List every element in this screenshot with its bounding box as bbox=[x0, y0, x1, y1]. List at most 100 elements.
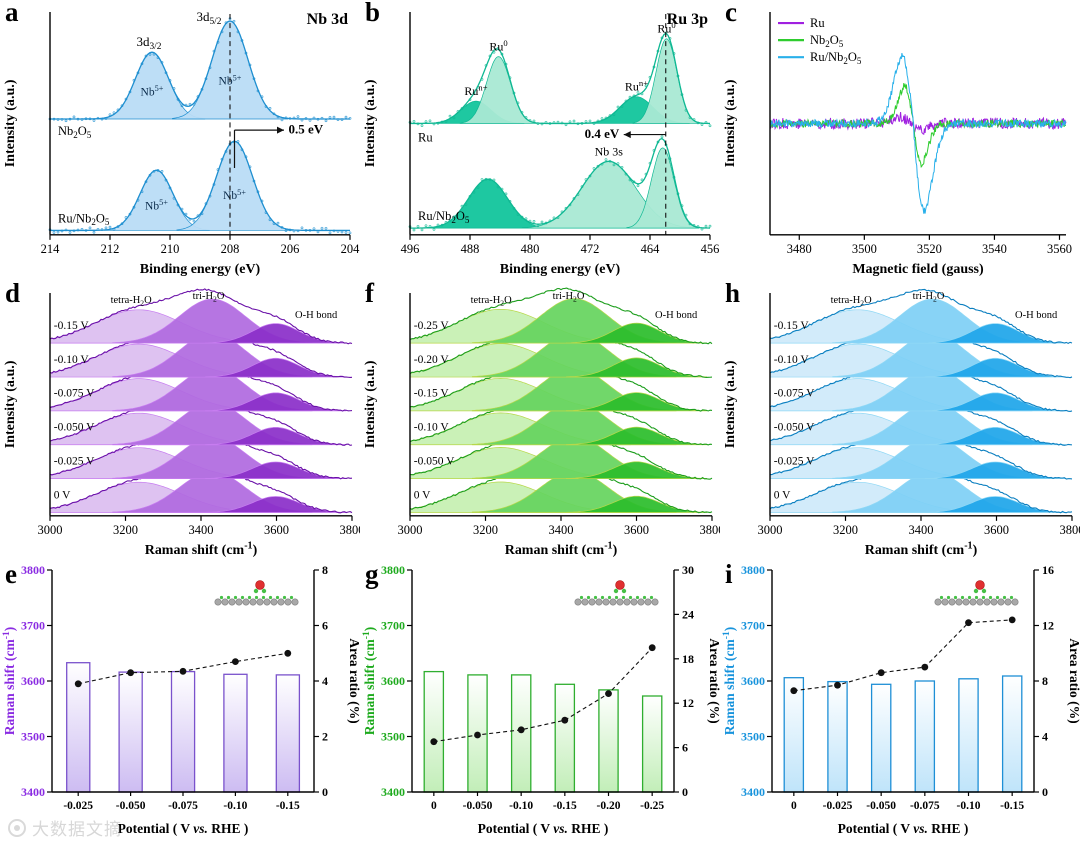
svg-text:Potential ( V vs. RHE ): Potential ( V vs. RHE ) bbox=[838, 821, 969, 836]
svg-text:3800: 3800 bbox=[700, 523, 720, 537]
svg-text:0 V: 0 V bbox=[414, 489, 431, 501]
svg-text:Raman shift (cm-1): Raman shift (cm-1) bbox=[145, 541, 258, 558]
svg-text:3000: 3000 bbox=[758, 523, 783, 537]
svg-text:496: 496 bbox=[401, 242, 420, 256]
svg-text:3d3/2: 3d3/2 bbox=[136, 34, 161, 52]
panel-d: d 0 V -0.025 V -0.050 V -0.075 V -0.10 V -0.1… bbox=[0, 278, 360, 562]
svg-text:0: 0 bbox=[322, 785, 328, 799]
panel-c: c Ru Nb2O5 Ru/Nb2O5 3480 3500 3520 3540 3560 Mag… bbox=[720, 0, 1080, 281]
svg-text:Intensity (a.u.): Intensity (a.u.) bbox=[3, 79, 18, 167]
panel-e: e 3400 3500 3600 3700 3800 0 2 4 6 8 -0.025 -0.050 -… bbox=[0, 559, 360, 842]
svg-text:-0.050: -0.050 bbox=[866, 800, 896, 812]
chart-d-raman-purple: 0 V -0.025 V -0.050 V -0.075 V -0.10 V -0.15 … bbox=[3, 288, 360, 558]
svg-text:3400: 3400 bbox=[549, 523, 574, 537]
svg-text:3800: 3800 bbox=[340, 523, 360, 537]
panel-label-h: h bbox=[725, 278, 741, 308]
svg-text:12: 12 bbox=[1042, 619, 1054, 633]
svg-text:-0.10: -0.10 bbox=[509, 800, 533, 812]
svg-text:Ru/Nb2O5: Ru/Nb2O5 bbox=[418, 209, 470, 225]
svg-text:456: 456 bbox=[701, 242, 720, 256]
svg-text:8: 8 bbox=[1042, 674, 1048, 688]
svg-text:Intensity (a.u.): Intensity (a.u.) bbox=[363, 79, 378, 167]
panel-label-f: f bbox=[365, 278, 374, 308]
svg-text:12: 12 bbox=[682, 696, 694, 710]
svg-text:3600: 3600 bbox=[21, 674, 45, 688]
chart-i-bar-blue: 3400 3500 3600 3700 3800 0 4 8 12 16 0 -0.025 -0.050… bbox=[721, 563, 1080, 836]
watermark-text: 大数据文摘 bbox=[32, 820, 122, 839]
svg-text:3200: 3200 bbox=[113, 523, 138, 537]
svg-text:2: 2 bbox=[322, 730, 328, 744]
chart-b-ru3p-xps: Ru Run+ Ru0 Run+ Ru0 Ru/Nb2O5 Nb 3s 0.4 eV Ru 3p… bbox=[363, 11, 720, 277]
svg-text:Run+: Run+ bbox=[625, 78, 648, 94]
svg-text:0: 0 bbox=[682, 785, 688, 799]
panel-label-b: b bbox=[365, 0, 381, 27]
svg-text:Intensity (a.u.): Intensity (a.u.) bbox=[3, 360, 18, 448]
svg-text:3800: 3800 bbox=[381, 563, 405, 577]
svg-text:-0.025: -0.025 bbox=[823, 800, 853, 812]
svg-text:3500: 3500 bbox=[21, 730, 45, 744]
svg-text:Area ratio (%): Area ratio (%) bbox=[347, 638, 360, 723]
svg-text:Raman shift (cm-1): Raman shift (cm-1) bbox=[361, 627, 377, 736]
svg-text:Raman shift (cm-1): Raman shift (cm-1) bbox=[1, 627, 17, 736]
svg-text:3520: 3520 bbox=[917, 242, 942, 256]
svg-text:-0.10 V: -0.10 V bbox=[414, 422, 450, 434]
svg-text:3600: 3600 bbox=[381, 674, 405, 688]
svg-text:Nb 3s: Nb 3s bbox=[595, 144, 624, 158]
svg-text:3000: 3000 bbox=[38, 523, 63, 537]
svg-text:3200: 3200 bbox=[833, 523, 858, 537]
svg-text:-0.050: -0.050 bbox=[463, 800, 493, 812]
svg-text:tetra-H2O: tetra-H2O bbox=[831, 295, 872, 307]
svg-text:Potential ( V vs. RHE ): Potential ( V vs. RHE ) bbox=[478, 821, 609, 836]
panel-label-d: d bbox=[5, 278, 21, 308]
svg-text:3600: 3600 bbox=[984, 523, 1009, 537]
svg-text:Raman shift (cm-1): Raman shift (cm-1) bbox=[721, 627, 737, 736]
svg-text:3200: 3200 bbox=[473, 523, 498, 537]
svg-text:Ru/Nb2O5: Ru/Nb2O5 bbox=[58, 211, 110, 227]
svg-text:8: 8 bbox=[322, 563, 328, 577]
svg-text:3400: 3400 bbox=[381, 785, 405, 799]
svg-text:30: 30 bbox=[682, 563, 694, 577]
chart-h-raman-blue: 0 V -0.025 V -0.050 V -0.075 V -0.10 V -0.15 … bbox=[723, 288, 1080, 558]
svg-text:Potential ( V vs. RHE ): Potential ( V vs. RHE ) bbox=[118, 821, 249, 836]
panel-label-e: e bbox=[5, 559, 17, 589]
svg-text:-0.025 V: -0.025 V bbox=[774, 455, 815, 467]
svg-text:Area ratio (%): Area ratio (%) bbox=[1067, 638, 1080, 723]
svg-text:Binding energy (eV): Binding energy (eV) bbox=[140, 262, 261, 277]
svg-text:3d5/2: 3d5/2 bbox=[196, 9, 221, 27]
svg-text:6: 6 bbox=[682, 741, 688, 755]
svg-text:3500: 3500 bbox=[852, 242, 877, 256]
svg-text:3800: 3800 bbox=[1060, 523, 1080, 537]
svg-text:Raman shift (cm-1): Raman shift (cm-1) bbox=[865, 541, 978, 558]
svg-text:-0.050 V: -0.050 V bbox=[774, 422, 815, 434]
svg-text:0 V: 0 V bbox=[54, 489, 71, 501]
svg-text:Intensity (a.u.): Intensity (a.u.) bbox=[363, 360, 378, 448]
svg-text:-0.075: -0.075 bbox=[910, 800, 940, 812]
svg-text:Nb5+: Nb5+ bbox=[141, 84, 164, 98]
svg-text:-0.075 V: -0.075 V bbox=[54, 388, 95, 400]
svg-text:24: 24 bbox=[682, 607, 694, 621]
svg-text:O-H bond: O-H bond bbox=[295, 310, 338, 321]
svg-text:Nb5+: Nb5+ bbox=[219, 73, 242, 87]
svg-text:488: 488 bbox=[461, 242, 480, 256]
svg-text:-0.15 V: -0.15 V bbox=[774, 320, 810, 332]
panel-f: f 0 V -0.050 V -0.10 V -0.15 V -0.20 V -0.25 … bbox=[360, 278, 720, 562]
svg-text:3000: 3000 bbox=[398, 523, 423, 537]
svg-text:4: 4 bbox=[1042, 730, 1048, 744]
svg-text:Intensity (a.u.): Intensity (a.u.) bbox=[723, 79, 738, 167]
svg-text:0.4 eV: 0.4 eV bbox=[585, 126, 620, 141]
svg-text:Nb2O5: Nb2O5 bbox=[810, 33, 844, 49]
svg-text:Ru/Nb2O5: Ru/Nb2O5 bbox=[810, 50, 862, 66]
panel-g: g 3400 3500 3600 3700 3800 0 6 12 18 24 30 0 -0.050 -… bbox=[360, 559, 720, 842]
panel-b: b Ru Run+ Ru0 Run+ Ru0 Ru/Nb2O5 Nb 3s 0.4 eV Ru … bbox=[360, 0, 720, 281]
svg-text:0 V: 0 V bbox=[774, 489, 791, 501]
svg-text:tetra-H2O: tetra-H2O bbox=[111, 295, 152, 307]
svg-text:Magnetic field (gauss): Magnetic field (gauss) bbox=[852, 262, 984, 277]
svg-text:O-H bond: O-H bond bbox=[655, 310, 698, 321]
svg-text:-0.025 V: -0.025 V bbox=[54, 455, 95, 467]
chart-e-bar-purple: 3400 3500 3600 3700 3800 0 2 4 6 8 -0.025 -0.050 -0.… bbox=[1, 563, 360, 836]
svg-text:0: 0 bbox=[431, 800, 437, 812]
svg-text:208: 208 bbox=[221, 242, 240, 256]
svg-text:Run+: Run+ bbox=[464, 83, 487, 99]
chart-a-nb3d-xps: Nb2O5Nb5+Nb5+Ru/Nb2O5Nb5+Nb5+3d3/23d5/20… bbox=[3, 9, 360, 277]
